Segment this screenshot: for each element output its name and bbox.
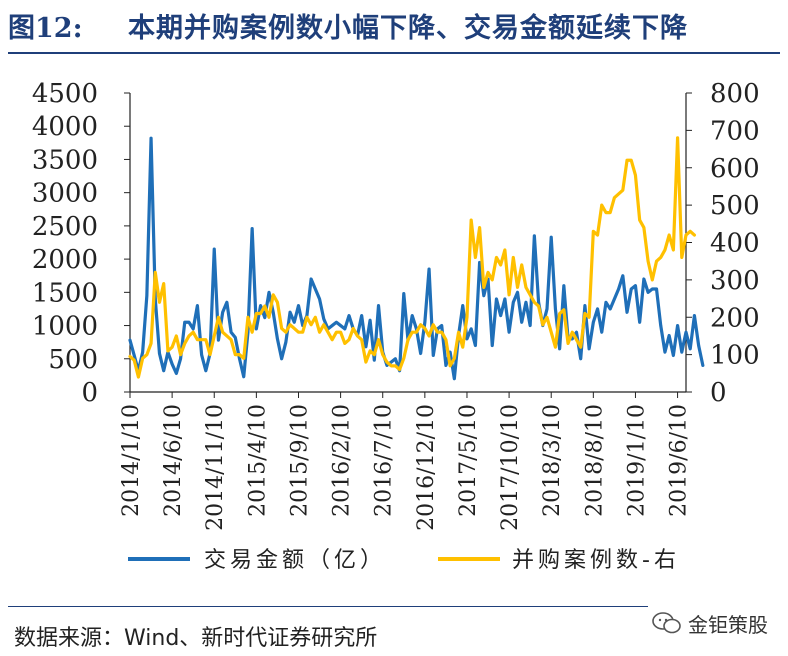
y-left-tick-label: 3000 [32,179,98,209]
y-right-tick-label: 600 [710,154,760,184]
chart-axes: 0500100015002000250030003500400045000100… [32,79,760,531]
y-left-tick-label: 500 [48,345,98,375]
y-left-tick-label: 4000 [32,112,98,142]
watermark-text: 金钜策股 [688,612,768,637]
y-right-tick-label: 500 [710,191,760,221]
x-tick-label: 2018/8/10 [582,404,607,517]
x-tick-label: 2016/7/10 [372,404,397,517]
legend-label: 并购案例数-右 [512,548,680,573]
y-right-tick-label: 100 [710,341,760,371]
y-left-tick-label: 1000 [32,312,98,342]
source-divider [8,606,648,607]
x-tick-label: 2016/12/10 [414,404,439,531]
y-right-tick-label: 400 [710,229,760,259]
y-left-tick-label: 2000 [32,245,98,275]
y-right-tick-label: 800 [710,79,760,109]
chart-series [128,136,705,381]
y-right-tick-label: 0 [710,378,727,408]
x-tick-label: 2014/1/10 [119,404,144,517]
x-tick-label: 2014/6/10 [161,404,186,517]
y-left-tick-label: 1500 [32,278,98,308]
chart-legend: 交易金额（亿） 并购案例数-右 [128,548,680,573]
series-line-amount [128,136,705,381]
y-left-tick-label: 4500 [32,79,98,109]
title-divider [8,52,780,54]
x-tick-label: 2019/1/10 [624,404,649,517]
y-left-tick-label: 3500 [32,145,98,175]
series-line-deals [128,136,697,379]
y-left-tick-label: 0 [81,378,98,408]
x-tick-label: 2016/2/10 [330,404,355,517]
legend-label: 交易金额（亿） [204,548,386,573]
figure-number: 图12: [8,13,83,44]
watermark: 金钜策股 [652,606,768,640]
figure-header: 图12: 本期并购案例数小幅下降、交易金额延续下降 [0,0,788,52]
y-right-tick-label: 200 [710,303,760,333]
source-note: 数据来源：Wind、新时代证券研究所 [14,626,378,651]
wechat-icon [652,612,681,634]
x-tick-label: 2018/3/10 [540,404,565,517]
y-right-tick-label: 300 [710,266,760,296]
x-tick-label: 2019/6/10 [667,404,692,517]
x-tick-label: 2015/4/10 [245,404,270,517]
x-tick-label: 2017/10/10 [498,404,523,531]
dual-axis-line-chart: 0500100015002000250030003500400045000100… [32,79,760,573]
x-tick-label: 2017/5/10 [456,404,481,517]
y-left-tick-label: 2500 [32,212,98,242]
x-tick-label: 2015/9/10 [287,404,312,517]
x-tick-label: 2014/11/10 [203,404,228,531]
y-right-tick-label: 700 [710,116,760,146]
figure-title: 本期并购案例数小幅下降、交易金额延续下降 [128,13,688,44]
